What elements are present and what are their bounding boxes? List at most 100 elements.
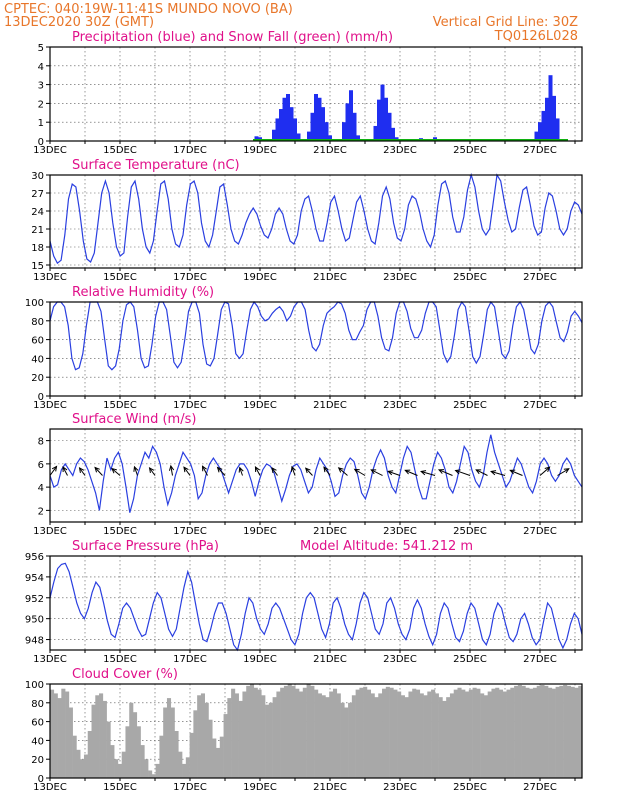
cloud-bar	[216, 747, 221, 778]
humidity-date-label: 13DEC	[33, 400, 67, 411]
precip-bar	[545, 97, 549, 141]
cloud-bar	[502, 691, 507, 778]
panels: 0 1 2 3 4 5 13DEC 15DEC 17DEC 19DEC 21DEC 23DEC 25DE…	[25, 30, 583, 793]
cloud-bar	[136, 726, 141, 778]
precip-bar	[275, 118, 280, 141]
wind-vector-head	[370, 469, 377, 475]
cloud-bar	[227, 698, 232, 778]
cloud-bar	[246, 685, 251, 778]
cloud-bar	[99, 693, 104, 778]
wind-vector-head	[51, 465, 58, 472]
wind-vector-head	[238, 466, 244, 473]
cloud-panel: 0 20 40 60 80 100 13DEC 15DEC 17DEC 19DEC 21DEC 23D…	[25, 667, 583, 793]
wind-ytick-label: 2	[38, 506, 44, 517]
cloud-bar	[234, 693, 239, 778]
cloud-bar	[476, 688, 481, 778]
temperature-ytick-label: 15	[31, 261, 44, 272]
cloud-bar	[253, 687, 258, 778]
pressure-title: Surface Pressure (hPa)	[72, 539, 219, 554]
wind-date-label: 21DEC	[313, 526, 347, 537]
cloud-bar	[238, 700, 243, 778]
pressure-ytick-label: 950	[25, 615, 44, 626]
humidity-date-label: 25DEC	[453, 400, 487, 411]
wind-vector-head	[62, 465, 68, 473]
cloud-bar	[491, 688, 496, 778]
wind-vector-head	[353, 468, 360, 474]
precip-bar	[342, 122, 346, 141]
wind-vector	[49, 466, 57, 476]
wind-vector-head	[148, 467, 155, 473]
cloud-bar	[121, 751, 126, 778]
cloud-bar	[370, 693, 375, 778]
cloud-bar	[480, 693, 485, 778]
cloud-bar	[65, 691, 70, 778]
wind-vector	[255, 466, 261, 476]
cloud-bar	[408, 691, 413, 778]
wind-vector-head	[201, 465, 207, 472]
cloud-bar	[314, 689, 319, 778]
wind-vector	[475, 469, 488, 476]
wind-vector-head	[111, 467, 117, 474]
cloud-bar	[385, 686, 390, 778]
wind-vector-head	[420, 470, 427, 476]
wind-vector	[354, 468, 366, 476]
pressure-date-label: 21DEC	[313, 654, 347, 665]
precip-date-label: 21DEC	[313, 145, 347, 156]
wind-vector	[202, 465, 208, 476]
wind-vector-head	[454, 469, 461, 475]
cloud-bar	[182, 763, 187, 778]
wind-date-label: 23DEC	[383, 526, 417, 537]
cloud-bar	[295, 688, 300, 778]
cloud-bar	[140, 745, 145, 778]
cloud-bar	[276, 691, 281, 778]
precip-date-label: 25DEC	[453, 145, 487, 156]
cloud-bar	[548, 687, 553, 778]
wind-vector	[539, 466, 550, 476]
cloud-bar	[163, 707, 168, 778]
cloud-bar	[272, 697, 277, 778]
cloud-bar	[174, 731, 179, 778]
temperature-line	[49, 172, 583, 265]
cloud-bar	[87, 731, 92, 778]
temperature-date-label: 15DEC	[103, 272, 137, 283]
cloud-bar	[117, 763, 122, 778]
precip-bar	[552, 95, 556, 141]
cloud-bar	[555, 686, 560, 778]
cloud-bar	[344, 707, 349, 778]
cloud-bar	[483, 695, 488, 778]
run-code: TQ0126L028	[494, 29, 578, 44]
cloud-frame	[49, 683, 583, 779]
wind-vector-head	[387, 470, 394, 476]
precip-bar	[282, 97, 287, 141]
cloud-bar	[325, 697, 330, 778]
wind-vector	[510, 469, 523, 476]
cloud-bar	[299, 691, 304, 778]
cloud-bar	[185, 757, 190, 778]
cloud-date-label: 19DEC	[243, 782, 277, 793]
wind-vector	[170, 465, 173, 476]
temperature-date-label: 17DEC	[173, 272, 207, 283]
wind-vector-head	[544, 466, 551, 472]
precip-bar	[307, 131, 311, 141]
humidity-date-label: 15DEC	[103, 400, 137, 411]
precip-bar	[324, 122, 329, 141]
wind-vector	[438, 469, 453, 476]
humidity-frame	[49, 301, 583, 397]
cloud-bar	[53, 693, 58, 778]
wind-vector-head	[404, 469, 411, 475]
cloud-bar	[170, 707, 175, 778]
cloud-bar	[106, 721, 111, 778]
cloud-bar	[461, 689, 466, 778]
cloud-bar	[566, 685, 571, 778]
cloud-bar	[257, 689, 262, 778]
precip-bar	[541, 110, 546, 141]
cloud-bar	[415, 689, 421, 778]
pressure-date-label: 15DEC	[103, 654, 137, 665]
cloud-bar	[189, 732, 194, 778]
wind-vector-head	[254, 465, 260, 473]
cloud-bar	[61, 688, 66, 778]
precip-date-label: 27DEC	[523, 145, 557, 156]
precip-panel: 0 1 2 3 4 5 13DEC 15DEC 17DEC 19DEC 21DEC 23DEC 25DE…	[33, 30, 583, 156]
cloud-bar	[287, 684, 292, 778]
init-time: 13DEC2020 30Z (GMT)	[4, 15, 154, 30]
